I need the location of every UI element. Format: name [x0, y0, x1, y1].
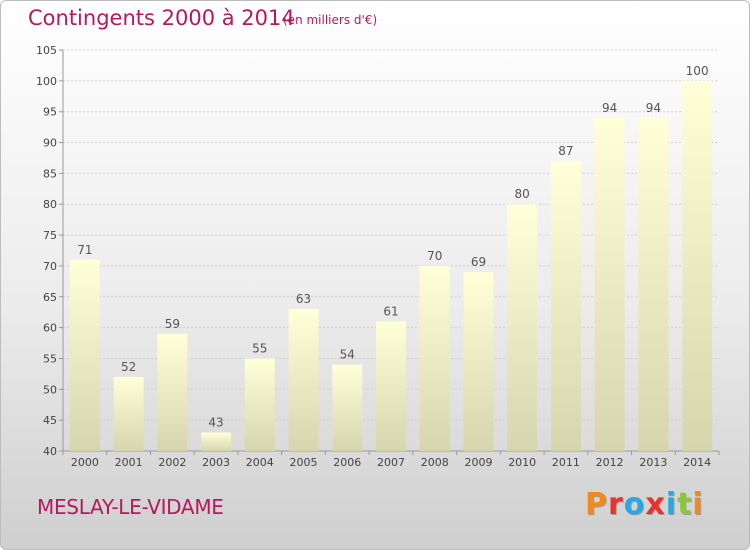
data-label-2002: 59	[165, 317, 180, 331]
y-tick-label: 60	[43, 322, 57, 335]
bar-2001	[113, 376, 144, 451]
x-tick-label: 2007	[377, 456, 405, 469]
bar-2012	[594, 117, 625, 451]
data-label-2013: 94	[646, 101, 661, 115]
data-label-2012: 94	[602, 101, 617, 115]
y-tick-label: 70	[43, 260, 57, 273]
data-label-2003: 43	[208, 415, 223, 429]
x-tick-label: 2014	[683, 456, 711, 469]
bar-2004	[244, 358, 275, 451]
data-label-2007: 61	[383, 304, 398, 318]
y-tick-label: 100	[36, 75, 57, 88]
x-tick-label: 2013	[639, 456, 667, 469]
x-tick-label: 2010	[508, 456, 536, 469]
bar-2008	[419, 265, 450, 451]
y-tick-label: 40	[43, 445, 57, 458]
data-label-2009: 69	[471, 255, 486, 269]
y-tick-label: 50	[43, 383, 57, 396]
chart-subtitle: (en milliers d'€)	[283, 13, 378, 27]
x-tick-label: 2004	[246, 456, 274, 469]
logo-letter: i	[692, 487, 704, 522]
data-label-2011: 87	[558, 144, 573, 158]
y-tick-label: 45	[43, 414, 57, 427]
x-tick-label: 2003	[202, 456, 230, 469]
x-tick-label: 2012	[596, 456, 624, 469]
x-tick-label: 2009	[464, 456, 492, 469]
axes: 40 45 50 55 60 65 70 75 80 85 90 95 100 105 2000 2001 20…	[36, 44, 720, 469]
bar-2014	[682, 80, 713, 451]
data-label-2004: 55	[252, 341, 267, 355]
x-tick-label: 2000	[71, 456, 99, 469]
x-tick-label: 2006	[333, 456, 361, 469]
logo-letter: t	[677, 487, 693, 522]
data-label-2008: 70	[427, 249, 442, 263]
y-tick-label: 55	[43, 352, 57, 365]
logo-letter: r	[608, 487, 624, 522]
bar-2000	[69, 259, 100, 451]
bar-2002	[157, 333, 188, 451]
y-tick-label: 85	[43, 167, 57, 180]
y-tick-label: 65	[43, 291, 57, 304]
bar-2011	[550, 161, 581, 452]
bar-2006	[332, 364, 363, 451]
y-tick-label: 75	[43, 229, 57, 242]
x-tick-label: 2011	[552, 456, 580, 469]
data-label-2006: 54	[340, 348, 355, 362]
y-tick-label: 95	[43, 106, 57, 119]
x-tick-label: 2008	[421, 456, 449, 469]
y-tick-label: 80	[43, 198, 57, 211]
bars	[69, 80, 713, 452]
x-tick-label: 2001	[115, 456, 143, 469]
data-labels: 71 52 59 43 55 63 54 61 70 69 80 87 94 94 100	[77, 64, 708, 430]
x-tick-label: 2005	[290, 456, 318, 469]
data-label-2005: 63	[296, 292, 311, 306]
logo-letter: x	[645, 487, 666, 522]
logo-letter: P	[585, 487, 608, 522]
bar-2010	[507, 204, 538, 451]
bar-2007	[376, 321, 406, 451]
town-name: MESLAY-LE-VIDAME	[37, 495, 224, 519]
bar-2005	[288, 309, 319, 451]
data-label-2001: 52	[121, 360, 136, 374]
bar-2013	[638, 117, 669, 451]
y-tick-label: 105	[36, 44, 57, 57]
logo-letter: i	[665, 487, 678, 522]
bar-2003	[201, 432, 232, 451]
x-tick-label: 2002	[158, 456, 186, 469]
logo-letter: o	[623, 487, 646, 522]
proxiti-logo[interactable]: Proxiti	[585, 487, 704, 522]
data-label-2010: 80	[515, 187, 530, 201]
bar-2009	[463, 272, 494, 451]
data-label-2000: 71	[77, 243, 92, 257]
y-tick-label: 90	[43, 137, 57, 150]
data-label-2014: 100	[686, 64, 709, 78]
chart-title: Contingents 2000 à 2014	[28, 6, 295, 30]
